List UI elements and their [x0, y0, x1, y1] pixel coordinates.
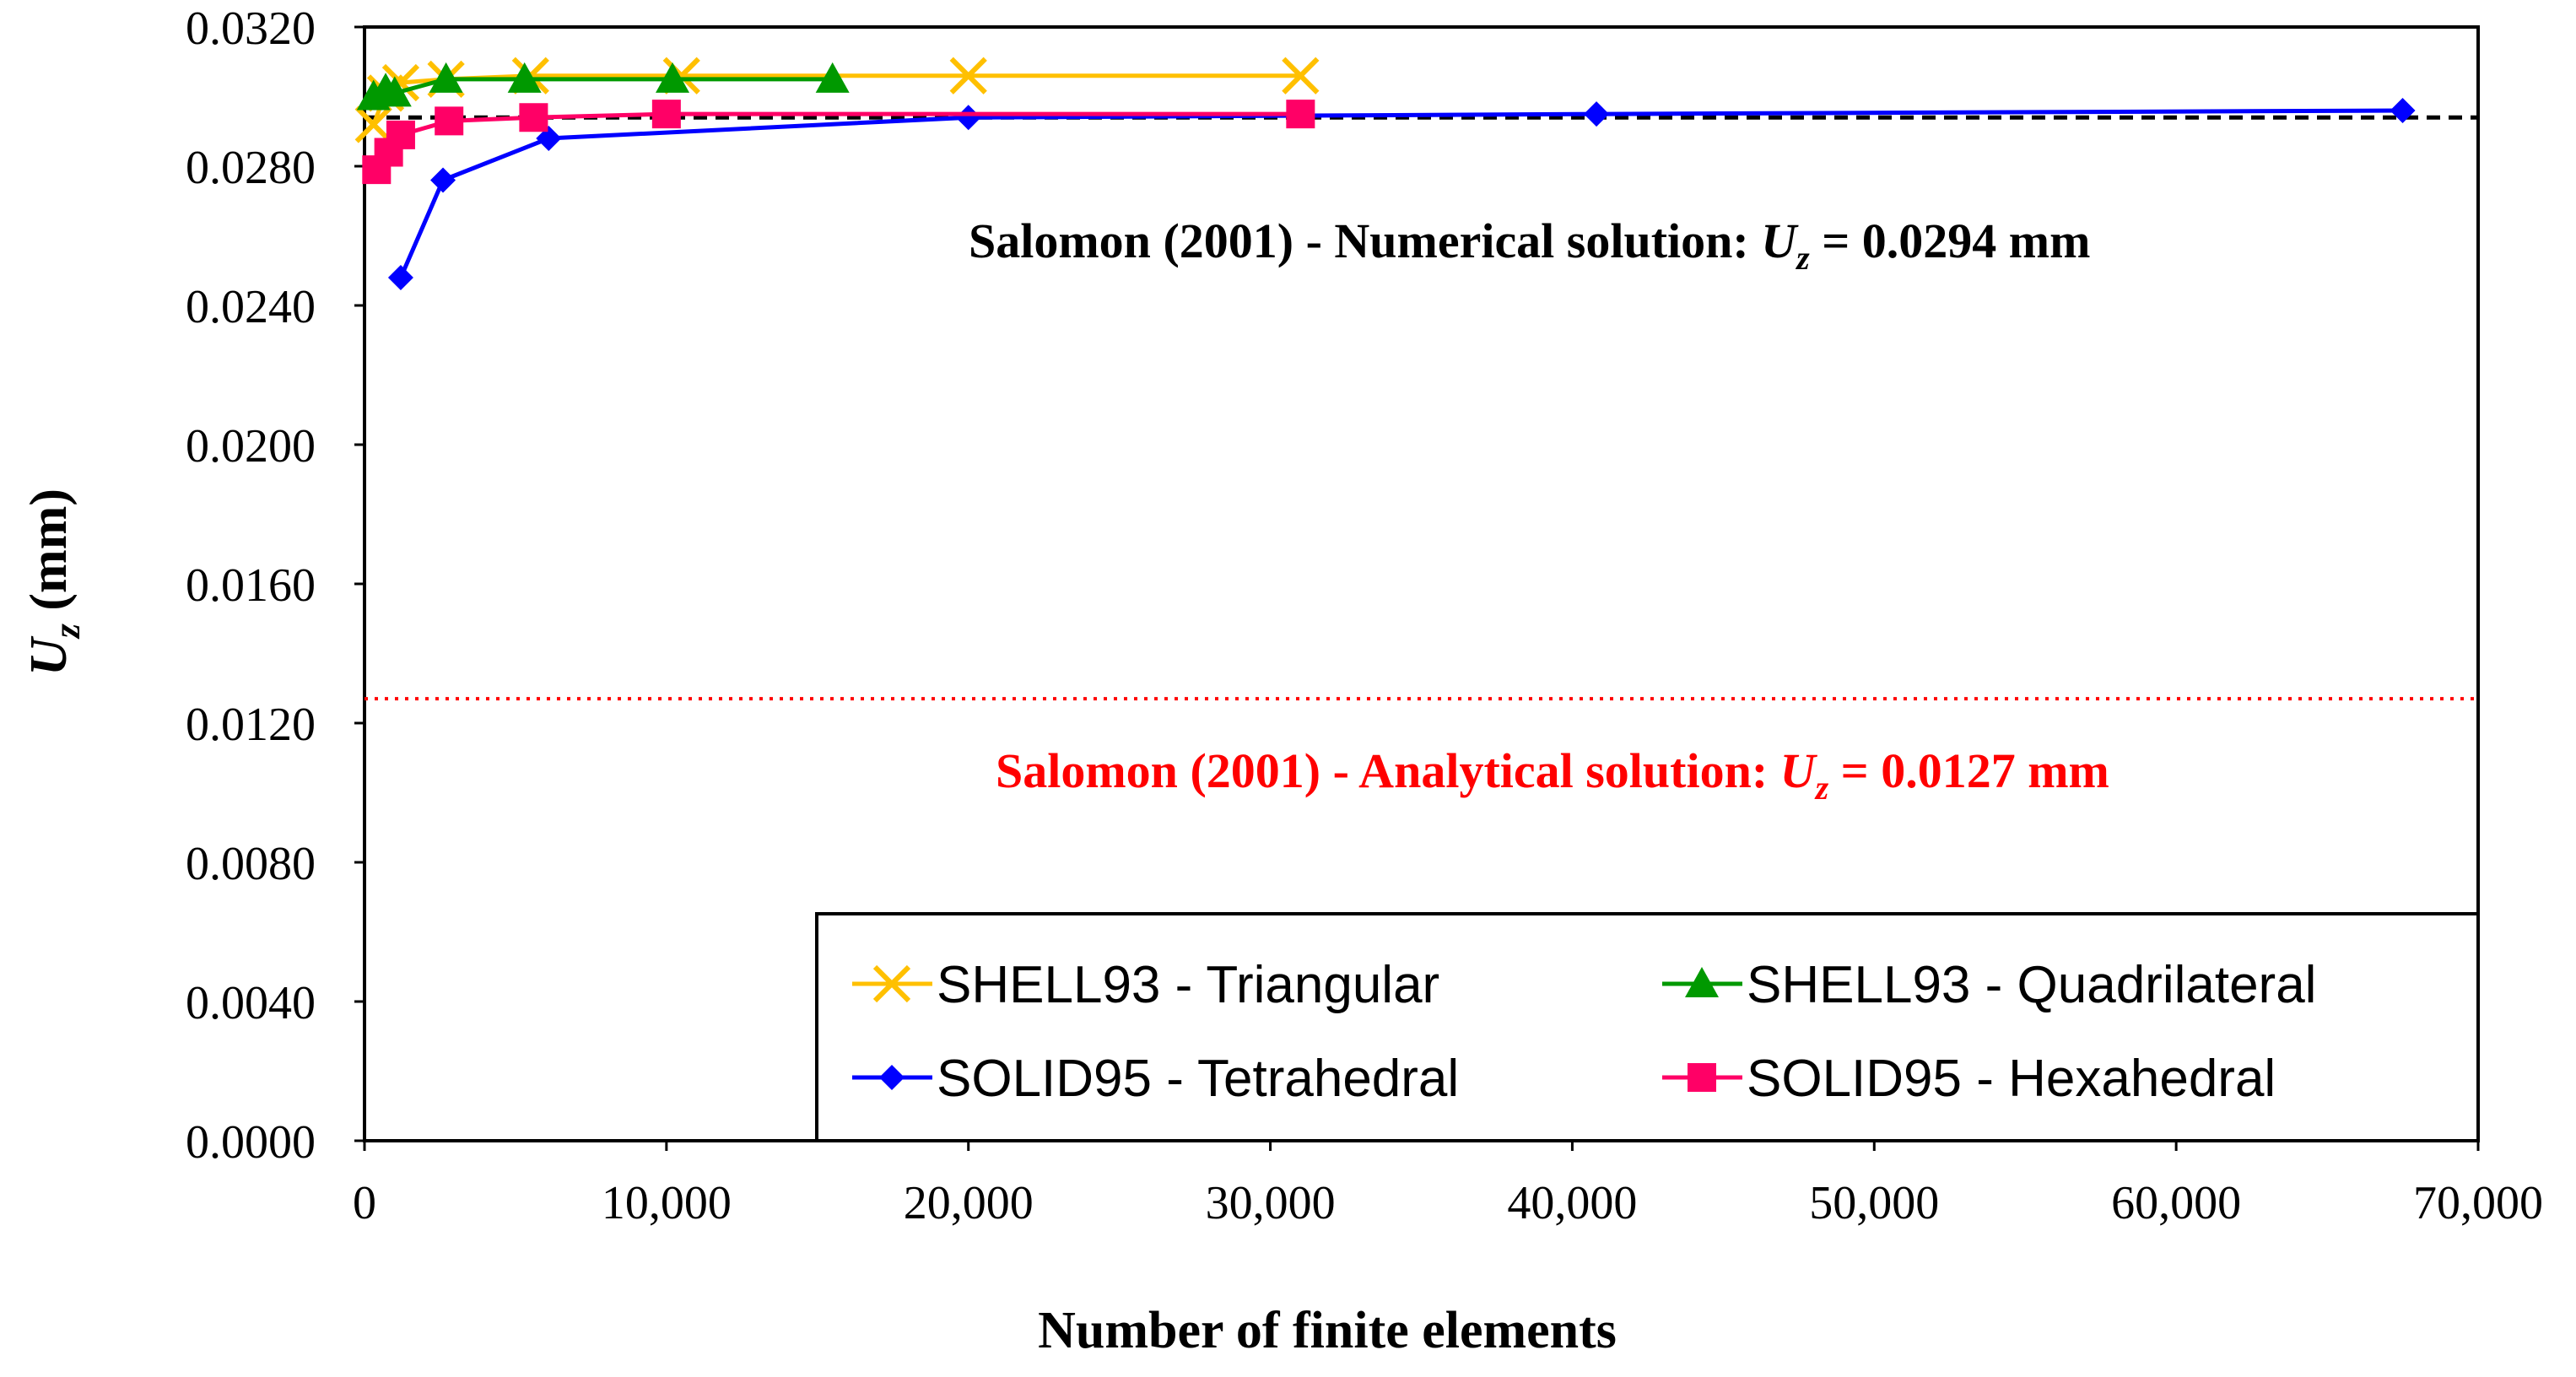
legend-entry: SOLID95 - Hexahedral — [1662, 1050, 2276, 1108]
legend-label: SHELL93 - Quadrilateral — [1747, 956, 2316, 1014]
data-point — [656, 62, 690, 93]
legend-marker — [872, 964, 911, 1003]
data-point — [430, 167, 456, 193]
y-tick-label: 0.0280 — [186, 142, 316, 194]
y-tick-label: 0.0320 — [186, 3, 316, 55]
legend-entry: SHELL93 - Triangular — [852, 956, 1439, 1014]
data-point — [386, 120, 415, 149]
x-axis: 0 10,000 20,000 30,000 40,000 50,000 60,000 70,… — [353, 1141, 2543, 1229]
x-axis-title: Number of finite elements — [1038, 1302, 1617, 1359]
legend-marker — [879, 1065, 905, 1090]
legend: SHELL93 - Triangular SHELL93 - Quadrilate… — [815, 912, 2480, 1142]
legend-marker — [1685, 967, 1719, 997]
x-tick-label: 40,000 — [1507, 1177, 1637, 1229]
legend-label: SOLID95 - Tetrahedral — [937, 1050, 1459, 1108]
y-tick-label: 0.0120 — [186, 699, 316, 751]
y-axis: 0.0000 0.0040 0.0080 0.0120 0.0160 0.0200 0.02… — [186, 3, 365, 1169]
analytical-solution-annotation: Salomon (2001) - Analytical solution: Uz… — [996, 743, 2109, 807]
data-point — [387, 265, 413, 290]
reference-lines — [365, 115, 2478, 701]
data-point — [435, 106, 464, 136]
data-point — [2390, 98, 2416, 123]
x-tick-label: 20,000 — [904, 1177, 1034, 1229]
series-1 — [356, 62, 850, 111]
x-tick-label: 0 — [353, 1177, 376, 1229]
data-point — [429, 62, 463, 93]
x-tick-label: 70,000 — [2413, 1177, 2543, 1229]
data-point — [651, 100, 681, 129]
x-tick-label: 30,000 — [1206, 1177, 1336, 1229]
data-point — [1286, 100, 1315, 129]
y-tick-label: 0.0080 — [186, 838, 316, 890]
data-point — [519, 103, 548, 132]
y-tick-label: 0.0200 — [186, 420, 316, 472]
y-tick-label: 0.0040 — [186, 977, 316, 1029]
y-axis-title: Uz (mm) — [20, 489, 88, 676]
legend-label: SHELL93 - Triangular — [937, 956, 1439, 1014]
legend-entry: SHELL93 - Quadrilateral — [1662, 956, 2316, 1014]
x-tick-label: 60,000 — [2111, 1177, 2241, 1229]
data-point — [1282, 57, 1320, 94]
y-tick-label: 0.0240 — [186, 281, 316, 333]
legend-label: SOLID95 - Hexahedral — [1747, 1050, 2276, 1108]
x-tick-label: 10,000 — [602, 1177, 732, 1229]
legend-entry: SOLID95 - Tetrahedral — [852, 1050, 1459, 1108]
series-2 — [387, 98, 2416, 290]
legend-items: SHELL93 - Triangular SHELL93 - Quadrilate… — [852, 956, 2316, 1108]
data-point — [815, 62, 850, 93]
data-point — [377, 76, 412, 107]
legend-marker — [1688, 1063, 1716, 1092]
series-line — [398, 108, 2403, 278]
data-point — [949, 57, 987, 94]
data-point — [354, 105, 392, 143]
legend-box — [815, 912, 2480, 1142]
data-point — [1584, 101, 1610, 127]
y-tick-label: 0.0160 — [186, 559, 316, 612]
data-point — [507, 62, 542, 93]
y-tick-label: 0.0000 — [186, 1116, 316, 1169]
data-point — [536, 126, 562, 151]
series-3 — [362, 100, 1315, 185]
series-layer — [354, 57, 2416, 290]
numerical-solution-annotation: Salomon (2001) - Numerical solution: Uz … — [969, 213, 2090, 277]
data-point — [955, 105, 981, 131]
x-tick-label: 50,000 — [1809, 1177, 1939, 1229]
